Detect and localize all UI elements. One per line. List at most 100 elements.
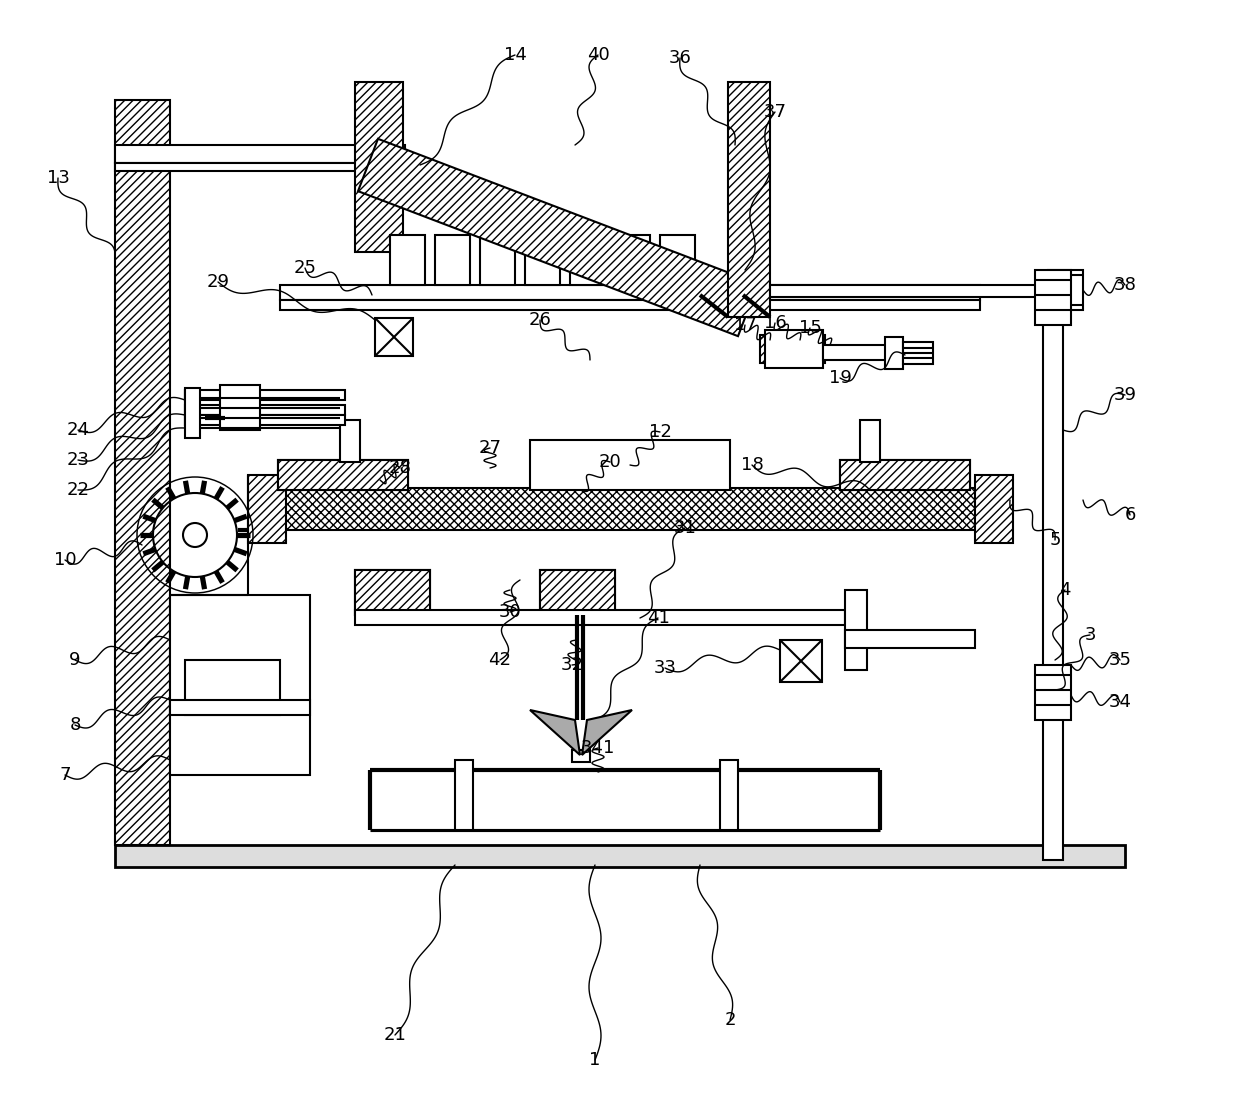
Bar (115, 100, 170, 845)
Bar (1043, 280, 1063, 860)
Bar (975, 475, 1013, 543)
Bar (839, 460, 970, 490)
Bar (1048, 270, 1083, 311)
Circle shape (184, 523, 207, 546)
Polygon shape (713, 288, 744, 317)
Text: 5: 5 (1049, 531, 1060, 549)
Bar (570, 235, 605, 285)
Polygon shape (358, 139, 758, 336)
Text: 341: 341 (580, 739, 615, 757)
Bar (185, 390, 197, 425)
Bar (115, 145, 405, 162)
Bar (278, 460, 408, 490)
Text: 25: 25 (294, 259, 316, 277)
Bar (823, 345, 888, 359)
Text: 29: 29 (207, 273, 229, 290)
Bar (728, 82, 770, 317)
Bar (839, 460, 970, 490)
Text: 18: 18 (740, 456, 764, 474)
Text: 21: 21 (383, 1026, 407, 1044)
Bar (780, 640, 822, 682)
Text: 26: 26 (528, 311, 552, 329)
Bar (525, 235, 560, 285)
Text: 40: 40 (587, 46, 609, 65)
Bar (480, 235, 515, 285)
Bar (1035, 664, 1071, 720)
Text: 24: 24 (67, 421, 89, 439)
Bar (185, 660, 280, 715)
Bar (760, 335, 825, 363)
Text: 34: 34 (1109, 693, 1131, 711)
Bar (435, 235, 470, 285)
Bar (170, 595, 310, 775)
Bar (248, 475, 286, 543)
Text: 23: 23 (67, 451, 89, 469)
Text: 6: 6 (1125, 506, 1136, 524)
Text: 27: 27 (479, 439, 501, 457)
Text: 28: 28 (388, 459, 412, 477)
Bar (391, 235, 425, 285)
Text: 7: 7 (60, 766, 71, 784)
Bar (170, 700, 310, 715)
Bar (885, 337, 903, 370)
Bar (572, 750, 590, 762)
Text: 3: 3 (1084, 626, 1096, 644)
Bar (1035, 270, 1071, 325)
Bar (770, 285, 1065, 297)
Bar (903, 342, 932, 364)
Text: 31: 31 (673, 519, 697, 536)
Text: 10: 10 (53, 551, 77, 569)
Bar (539, 570, 615, 615)
Text: 33: 33 (653, 659, 677, 677)
Bar (340, 420, 360, 462)
Bar (455, 760, 472, 830)
Text: 9: 9 (69, 651, 81, 669)
Text: 15: 15 (799, 319, 821, 337)
Bar (185, 415, 345, 425)
Bar (219, 385, 260, 430)
Text: 32: 32 (560, 656, 584, 674)
Bar (529, 440, 730, 490)
Bar (280, 285, 980, 301)
Bar (844, 590, 867, 670)
Bar (280, 487, 980, 530)
Text: 8: 8 (69, 716, 81, 733)
Bar (278, 460, 408, 490)
Text: 1: 1 (589, 1051, 600, 1068)
Text: 37: 37 (764, 104, 786, 121)
Text: 16: 16 (764, 314, 786, 332)
Polygon shape (582, 710, 632, 755)
Text: 36: 36 (668, 49, 692, 67)
Text: 38: 38 (1114, 276, 1136, 294)
Polygon shape (529, 710, 580, 755)
Text: 4: 4 (1059, 581, 1071, 599)
Text: 35: 35 (1109, 651, 1131, 669)
Bar (355, 570, 430, 615)
Text: 20: 20 (599, 453, 621, 471)
Bar (185, 388, 200, 439)
Bar (720, 760, 738, 830)
Bar (115, 845, 1125, 867)
Bar (185, 405, 345, 415)
Text: 19: 19 (828, 370, 852, 387)
Text: 13: 13 (47, 169, 69, 187)
Text: 22: 22 (67, 481, 89, 499)
Bar (185, 390, 345, 400)
Text: 30: 30 (498, 603, 521, 621)
Bar (660, 235, 694, 285)
Text: 14: 14 (503, 46, 527, 65)
Bar (280, 301, 980, 311)
Text: 2: 2 (724, 1011, 735, 1030)
Bar (355, 82, 403, 252)
Bar (844, 630, 975, 648)
Bar (539, 570, 615, 615)
Text: 41: 41 (646, 609, 670, 627)
Bar (355, 610, 844, 626)
Bar (615, 235, 650, 285)
Bar (374, 318, 413, 356)
Bar (765, 329, 823, 368)
Text: 12: 12 (649, 423, 671, 441)
Text: 39: 39 (1114, 386, 1137, 404)
Bar (115, 162, 405, 171)
Text: 17: 17 (734, 316, 756, 334)
